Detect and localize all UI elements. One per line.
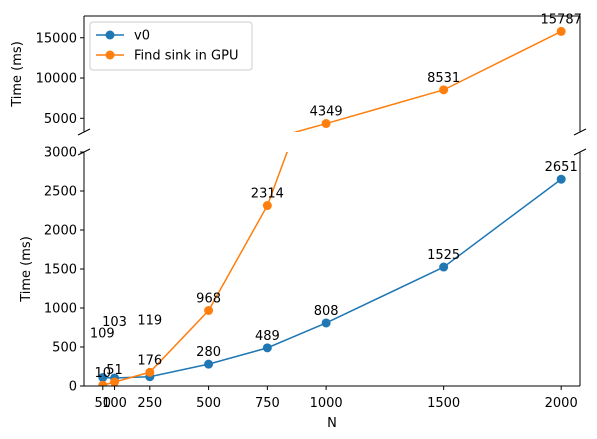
lower-left-break-mark [77, 148, 91, 156]
lower-series-1-point [110, 377, 120, 386]
x-tick-label: 2000 [545, 396, 578, 411]
legend-frame [89, 21, 253, 71]
upper-y-tick-label: 15000 [36, 31, 77, 46]
x-axis-title: N [327, 416, 337, 431]
x-tick-label: 100 [102, 396, 127, 411]
lower-y-tick-label: 1500 [44, 263, 77, 278]
lower-right-break-mark [573, 148, 587, 156]
data-label-series-0: 808 [314, 304, 339, 319]
lower-series-0-point [321, 318, 331, 328]
lower-series-1-point [145, 367, 155, 377]
data-label-series-0: 119 [137, 314, 162, 329]
data-label-series-1: 51 [106, 363, 123, 378]
legend-entry-label: v0 [134, 29, 150, 44]
upper-y-tick-label: 5000 [44, 112, 77, 127]
x-tick-label: 50 [95, 396, 112, 411]
x-tick-label: 250 [137, 396, 162, 411]
legend: v0 Find sink in GPU [89, 21, 253, 71]
data-label-series-1: 176 [137, 353, 162, 368]
data-label-series-1: 10 [95, 366, 112, 381]
x-tick-label: 750 [255, 396, 280, 411]
data-label-series-1: 968 [196, 291, 221, 306]
lower-series-line-0 [102, 178, 562, 379]
x-tick-label: 500 [196, 396, 221, 411]
lower-series-line-1 [102, 152, 288, 386]
legend-swatch-marker [105, 50, 115, 60]
lower-y-tick-label: 1000 [44, 302, 77, 317]
data-label-series-1: 4349 [310, 105, 343, 120]
upper-series-1-point [439, 85, 449, 95]
lower-y-tick-label: 3000 [44, 146, 77, 161]
data-label-series-0: 2651 [545, 160, 578, 175]
data-label-series-0: 280 [196, 345, 221, 360]
x-tick-label: 1500 [427, 396, 460, 411]
lower-series-0-point [262, 343, 272, 353]
x-tick-label: 1000 [310, 396, 343, 411]
lower-series-0-point [98, 372, 108, 382]
lower-y-axis-title: Time (ms) [19, 236, 34, 303]
lower-series-0-point [439, 262, 449, 272]
lower-y-tick-label: 500 [52, 341, 77, 356]
upper-left-break-mark [77, 128, 91, 136]
data-label-series-0: 1525 [427, 248, 460, 263]
upper-series-1-point [556, 26, 566, 36]
upper-y-axis-title: Time (ms) [10, 41, 25, 108]
data-label-series-0: 103 [102, 315, 127, 330]
upper-series-line-1 [293, 30, 562, 132]
lower-series-1-point [204, 305, 214, 315]
upper-right-break-mark [573, 128, 587, 136]
lower-y-tick-label: 2000 [44, 224, 77, 239]
lower-y-tick-label: 2500 [44, 185, 77, 200]
lower-series-0-point [204, 359, 214, 369]
data-label-series-1: 2314 [251, 187, 284, 202]
data-label-series-0: 489 [255, 329, 280, 344]
data-label-series-1: 15787 [541, 12, 582, 27]
legend-swatch-marker [105, 30, 115, 40]
data-label-series-1: 8531 [427, 71, 460, 86]
upper-series-1-point [321, 119, 331, 129]
upper-axes: 5000 10000 15000 Time (ms) [10, 15, 587, 136]
lower-series-1-point [262, 201, 272, 211]
data-label-series-0: 109 [90, 326, 115, 341]
lower-series-1-point [98, 380, 108, 386]
lower-series-0-point [556, 174, 566, 184]
legend-entry-label: Find sink in GPU [134, 49, 238, 64]
upper-y-tick-label: 10000 [36, 72, 77, 87]
lower-y-tick-label: 0 [69, 380, 77, 395]
